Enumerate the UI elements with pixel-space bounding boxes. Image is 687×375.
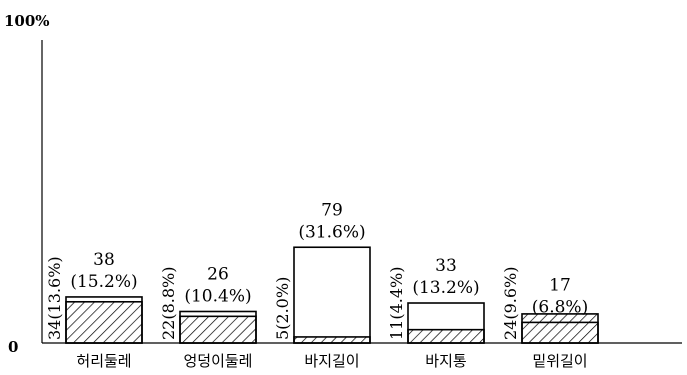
hatched-value-label: 34(13.6%) [45,256,64,340]
hatched-value-label: 22(8.8%) [159,267,178,341]
category-label: 엉덩이둘레 [183,352,252,370]
category-label: 밑위길이 [532,352,587,370]
hatched-value-label: 5(2.0%) [273,277,292,340]
hatched-value-label: 24(9.6%) [501,267,520,341]
total-pct-label: (6.8%) [532,297,588,317]
category-label: 바지길이 [304,352,359,370]
total-count-label: 38 [93,250,115,270]
bars-group: 38(15.2%) 34(13.6%) 허리둘레 26(10.4%) 22(8.8%) 엉… [45,200,599,370]
y-axis-top-label: 100% [4,12,50,30]
total-pct-label: (31.6%) [298,222,365,242]
hatched-segment-3 [293,336,371,344]
hatched-segment-5 [521,313,599,344]
total-pct-label: (13.2%) [412,278,479,298]
category-label: 허리둘레 [76,352,131,370]
hatched-segment-2 [179,315,257,344]
total-pct-label: (10.4%) [184,286,251,306]
total-count-label: 17 [549,275,571,295]
total-count-label: 33 [435,256,457,276]
bar-3 [293,246,371,344]
hatched-segment-4 [407,328,485,344]
hatched-value-label: 11(4.4%) [387,267,406,341]
total-count-label: 26 [207,264,229,284]
total-count-label: 79 [321,200,343,220]
hatched-segment-1 [65,300,143,344]
category-label: 바지통 [425,352,466,370]
y-axis-bottom-label: 0 [8,338,18,356]
total-pct-label: (15.2%) [70,272,137,292]
